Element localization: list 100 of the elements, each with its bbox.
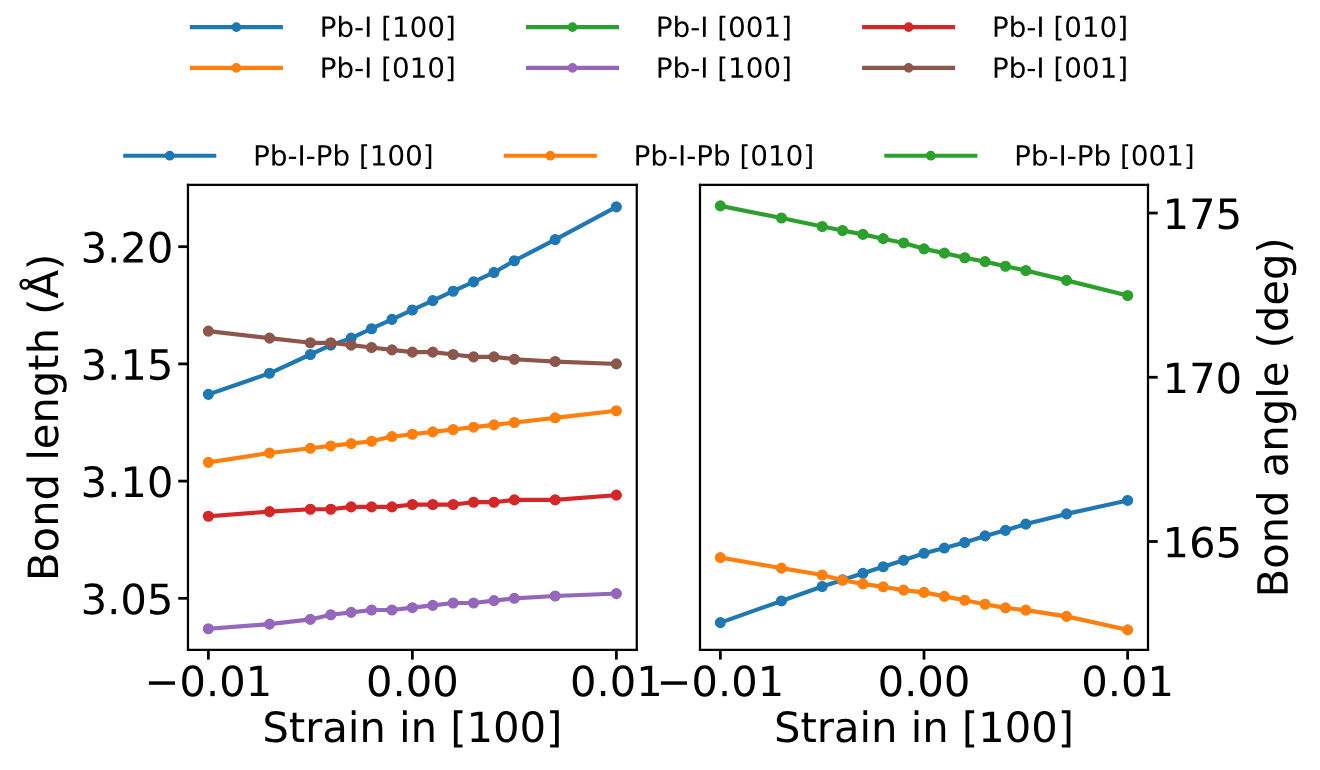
point — [264, 447, 276, 459]
point — [508, 353, 520, 365]
point — [386, 501, 398, 513]
point — [918, 586, 930, 598]
point — [468, 421, 480, 433]
point — [857, 228, 869, 240]
point — [816, 220, 828, 233]
point — [304, 442, 316, 454]
point — [999, 260, 1012, 272]
legend-label: Pb-I-Pb [001] — [1016, 144, 1193, 170]
point — [549, 234, 561, 246]
point — [836, 224, 849, 237]
point — [488, 496, 500, 508]
legend-label: Pb-I [010] — [322, 56, 454, 82]
point — [999, 524, 1012, 536]
point — [816, 580, 828, 593]
point — [447, 348, 459, 361]
point — [406, 428, 418, 440]
point — [325, 440, 337, 452]
point — [877, 561, 889, 573]
point — [775, 595, 788, 607]
point — [508, 416, 520, 429]
point — [979, 530, 991, 542]
point — [959, 536, 971, 549]
point — [1122, 624, 1134, 636]
y2-tick-label: 170 — [1167, 362, 1240, 394]
point — [877, 581, 889, 593]
point — [1060, 610, 1073, 622]
point — [898, 237, 910, 249]
point — [979, 256, 991, 268]
point — [366, 435, 378, 447]
point — [816, 569, 828, 581]
point — [264, 618, 276, 630]
y2-axis-title: Bond angle (deg) — [1256, 240, 1297, 594]
legend-label: Pb-I [001] — [994, 56, 1126, 82]
point — [1020, 518, 1032, 530]
point — [610, 358, 622, 370]
point — [345, 438, 357, 450]
point — [427, 346, 439, 358]
legend-label: Pb-I-Pb [100] — [255, 144, 432, 170]
legend-label: Pb-I [001] — [658, 15, 790, 41]
point — [610, 489, 622, 501]
point — [366, 323, 378, 335]
legend-label: Pb-I [100] — [322, 15, 454, 41]
point — [468, 276, 480, 288]
point — [918, 243, 930, 255]
point — [468, 597, 480, 609]
y-tick-label: 3.05 — [83, 583, 170, 615]
point — [714, 200, 726, 212]
point — [386, 313, 398, 325]
point — [938, 590, 950, 602]
point — [488, 266, 500, 279]
x-tick-label: 0.01 — [1084, 665, 1171, 697]
point — [610, 405, 622, 417]
point — [202, 388, 214, 400]
y2-tick-label: 165 — [1167, 526, 1239, 558]
point — [406, 602, 418, 614]
point — [959, 594, 971, 606]
point — [857, 567, 869, 579]
point — [898, 554, 910, 566]
legend-label: Pb-I-Pb [010] — [636, 144, 812, 170]
point — [959, 252, 971, 264]
point — [345, 501, 357, 513]
point — [508, 592, 520, 604]
point — [345, 339, 357, 351]
point — [386, 344, 398, 356]
y-axis-title: Bond length (Å) — [19, 257, 67, 577]
point — [304, 503, 316, 515]
point — [549, 412, 561, 424]
point — [877, 233, 889, 245]
point — [468, 496, 480, 508]
point — [468, 351, 480, 363]
x-axis-title: Strain in [100] — [776, 710, 1071, 748]
point — [1020, 264, 1032, 277]
point — [488, 595, 500, 607]
point — [202, 456, 214, 468]
point — [979, 598, 991, 610]
point — [938, 542, 950, 554]
x-axis-title: Strain in [100] — [265, 710, 559, 748]
point — [1122, 289, 1134, 302]
point — [366, 501, 378, 513]
point — [1122, 494, 1134, 506]
point — [427, 295, 439, 307]
point — [508, 494, 520, 506]
point — [610, 201, 622, 213]
point — [447, 285, 459, 297]
point — [202, 623, 214, 635]
point — [999, 602, 1012, 614]
point — [775, 562, 788, 574]
y-tick-label: 3.20 — [83, 231, 171, 264]
point — [1060, 274, 1073, 286]
point — [447, 423, 459, 436]
x-tick-label: 0.01 — [572, 665, 659, 697]
point — [488, 351, 500, 363]
point — [610, 588, 622, 600]
point — [386, 431, 398, 443]
y2-tick-label: 175 — [1167, 198, 1239, 230]
legend-label: Pb-I [100] — [658, 56, 790, 82]
point — [918, 547, 930, 559]
point — [406, 498, 418, 511]
